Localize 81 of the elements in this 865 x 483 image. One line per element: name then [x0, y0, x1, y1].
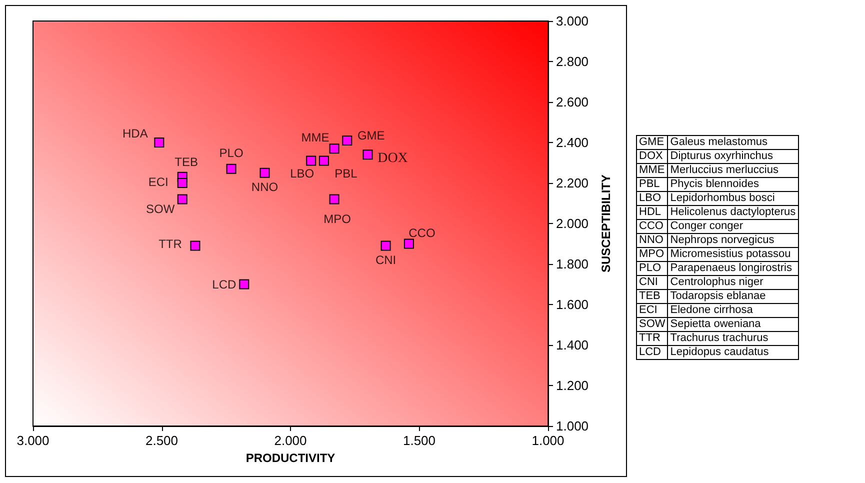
annotation: GME	[357, 128, 385, 142]
x-tick-label: 2.000	[274, 433, 307, 448]
annotation: ECI	[148, 175, 168, 189]
x-axis-title: PRODUCTIVITY	[246, 451, 336, 465]
text: Merluccius merluccius	[668, 164, 798, 178]
text: Micromesistius potassou	[668, 248, 798, 262]
annotation: TTR	[158, 236, 182, 251]
y-tick-label: 3.000	[556, 14, 589, 28]
text: PBL	[636, 178, 668, 192]
y-tick-label: 2.800	[556, 54, 589, 69]
point	[329, 194, 340, 204]
text: Eledone cirrhosa	[668, 304, 798, 318]
point	[190, 240, 200, 251]
point	[342, 135, 352, 146]
point	[329, 144, 340, 154]
text: LCD	[636, 346, 668, 360]
text: Sepietta oweniana	[668, 318, 798, 332]
x-tick-label: 1.500	[402, 433, 436, 448]
y-tick-label: 1.600	[556, 297, 589, 312]
point	[260, 168, 270, 178]
annotation: HDA	[122, 126, 148, 140]
text: Galeus melastomus	[668, 136, 798, 150]
y-axis-title: SUSCEPTIBILITY	[599, 174, 613, 273]
text: ECI	[636, 304, 668, 318]
y-tick-label: 1.800	[556, 256, 589, 272]
text: Trachurus trachurus	[668, 332, 798, 346]
point	[404, 238, 414, 249]
text: GME	[636, 136, 668, 150]
text: SOW	[636, 318, 668, 332]
annotation: TEB	[174, 154, 198, 169]
annotation: MME	[301, 130, 330, 145]
annotation: CNI	[375, 252, 396, 267]
x-tick-label: 1.000	[532, 433, 564, 448]
point	[226, 164, 236, 174]
annotation: PBL	[334, 166, 358, 181]
text: NNO	[636, 234, 668, 248]
annotation: CCO	[408, 226, 436, 240]
text: Lepidopus caudatus	[668, 346, 798, 360]
text: CCO	[636, 220, 668, 234]
text: CNI	[636, 276, 668, 290]
point	[362, 150, 373, 160]
annotation: DOX	[378, 151, 408, 166]
annotation: SOW	[146, 202, 176, 216]
point	[177, 178, 188, 188]
annotation: PLO	[219, 146, 244, 160]
x-tick-label: 3.000	[16, 433, 50, 448]
y-tick-label: 2.600	[556, 94, 589, 110]
y-tick-label: 1.400	[556, 338, 589, 352]
annotation: LCD	[212, 277, 236, 292]
x-tick-label: 2.500	[145, 433, 178, 448]
text: Todaropsis eblanae	[668, 290, 798, 304]
text: MPO	[636, 248, 668, 262]
text: Dipturus oxyrhinchus	[668, 150, 798, 164]
text: TTR	[636, 332, 668, 346]
text: Lepidorhombus bosci	[668, 192, 798, 206]
y-tick-label: 2.000	[556, 216, 589, 231]
text: Helicolenus dactylopterus	[668, 206, 798, 220]
text: PLO	[636, 262, 668, 276]
text: Parapenaeus longirostris	[668, 262, 798, 276]
text: MME	[636, 164, 668, 178]
point	[306, 156, 316, 166]
point	[177, 194, 188, 204]
text: HDL	[636, 206, 668, 220]
text: DOX	[636, 150, 668, 164]
point	[318, 156, 329, 166]
text: Centrolophus niger	[668, 276, 798, 290]
annotation: MPO	[324, 212, 351, 226]
text: Conger conger	[668, 220, 798, 234]
y-tick-label: 1.200	[556, 378, 589, 393]
y-tick-label: 2.400	[556, 135, 589, 150]
annotation: LBO	[290, 166, 314, 181]
point	[154, 138, 164, 148]
annotation: NNO	[251, 180, 278, 194]
point	[239, 279, 250, 290]
y-tick-label: 2.200	[556, 176, 589, 190]
y-tick-label: 1.000	[556, 418, 589, 434]
point	[380, 240, 391, 251]
text: Phycis blennoides	[668, 178, 798, 192]
text: LBO	[636, 192, 668, 206]
text: Nephrops norvegicus	[668, 234, 798, 248]
text: TEB	[636, 290, 668, 304]
